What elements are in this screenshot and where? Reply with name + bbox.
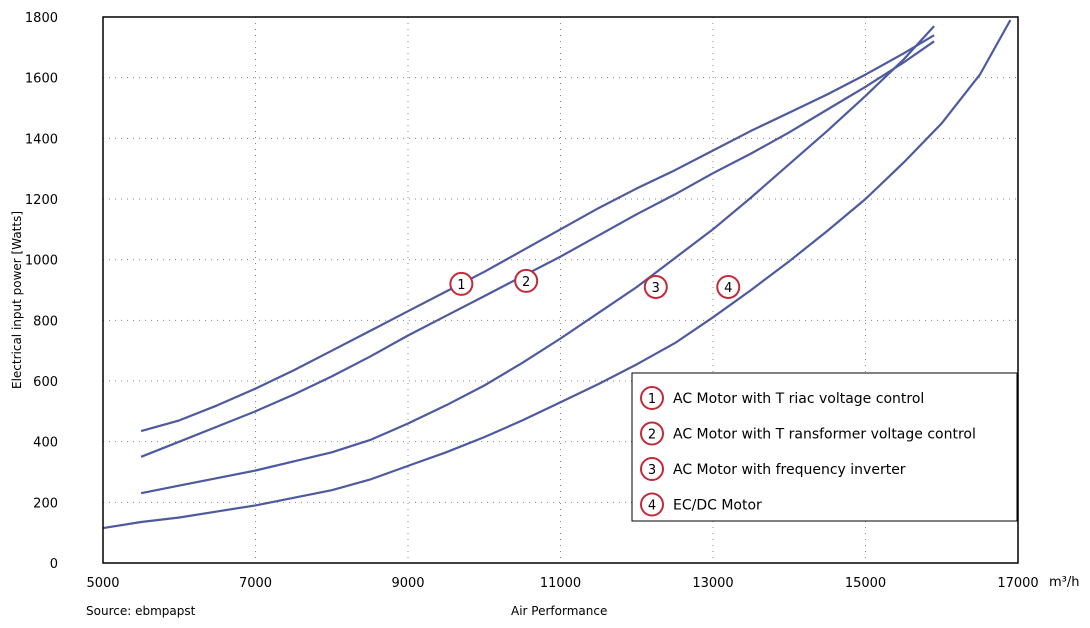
curve-marker-circle-1 xyxy=(449,271,474,296)
y-tick-label: 200 xyxy=(33,496,58,511)
y-tick-label: 1000 xyxy=(25,254,58,269)
x-tick-label: 9000 xyxy=(391,576,424,591)
y-tick-labels: 0 200 400 600 800 1000 1200 1400 1600 1800 xyxy=(25,11,58,572)
y-tick-label: 1200 xyxy=(25,193,58,208)
legend-marker-label-4: 4 xyxy=(648,499,656,514)
plot-frame xyxy=(102,16,1019,564)
x-tick-label: 15000 xyxy=(845,576,886,591)
series-line-4 xyxy=(102,19,1012,530)
legend: 1 AC Motor with T riac voltage control 2 AC… xyxy=(631,372,1018,522)
y-tick-label: 400 xyxy=(33,436,58,451)
legend-marker-label-1: 1 xyxy=(648,392,656,407)
x-tick-label: 11000 xyxy=(540,576,581,591)
series-line-2 xyxy=(140,40,935,458)
x-unit-label: m³/h xyxy=(1049,575,1080,590)
y-tick-label: 0 xyxy=(50,557,58,572)
series-line-3 xyxy=(140,25,935,495)
series-lines xyxy=(102,19,1012,530)
y-tick-label: 1400 xyxy=(25,132,58,147)
legend-box xyxy=(631,372,1018,522)
curve-marker-circle-2 xyxy=(514,268,539,293)
y-tick-label: 1800 xyxy=(25,11,58,26)
source-note: Source: ebmpapst xyxy=(86,604,196,618)
y-tick-label: 600 xyxy=(33,375,58,390)
legend-entry-3: AC Motor with frequency inverter xyxy=(673,462,906,478)
curve-marker-label-3: 3 xyxy=(652,281,660,296)
x-tick-label: 7000 xyxy=(239,576,272,591)
legend-entry-4: EC/DC Motor xyxy=(673,498,762,514)
y-axis-label: Electrical input power [Watts] xyxy=(10,211,24,389)
y-tick-label: 1600 xyxy=(25,72,58,87)
x-tick-label: 13000 xyxy=(692,576,733,591)
legend-marker-circle-4 xyxy=(640,492,664,517)
legend-marker-circle-3 xyxy=(640,457,664,481)
curve-markers: 1 2 3 4 xyxy=(449,268,741,299)
series-line-1 xyxy=(140,34,935,433)
legend-marker-label-3: 3 xyxy=(648,463,656,478)
curve-marker-circle-4 xyxy=(716,274,741,299)
legend-marker-circle-2 xyxy=(640,421,664,446)
curve-marker-label-1: 1 xyxy=(457,278,465,293)
legend-marker-circle-1 xyxy=(640,386,664,410)
curve-marker-circle-3 xyxy=(643,274,668,299)
legend-entry-2: AC Motor with T ransformer voltage contr… xyxy=(673,427,976,443)
x-axis-title: Air Performance xyxy=(511,604,608,618)
x-tick-labels: 5000 7000 9000 11000 13000 15000 17000 xyxy=(86,576,1038,591)
legend-entry-1: AC Motor with T riac voltage control xyxy=(673,391,924,407)
y-tick-label: 800 xyxy=(33,314,58,329)
x-tick-label: 17000 xyxy=(997,576,1038,591)
legend-marker-label-2: 2 xyxy=(648,428,656,443)
x-tick-label: 5000 xyxy=(86,576,119,591)
curve-marker-label-2: 2 xyxy=(522,275,530,290)
curve-marker-label-4: 4 xyxy=(724,281,732,296)
